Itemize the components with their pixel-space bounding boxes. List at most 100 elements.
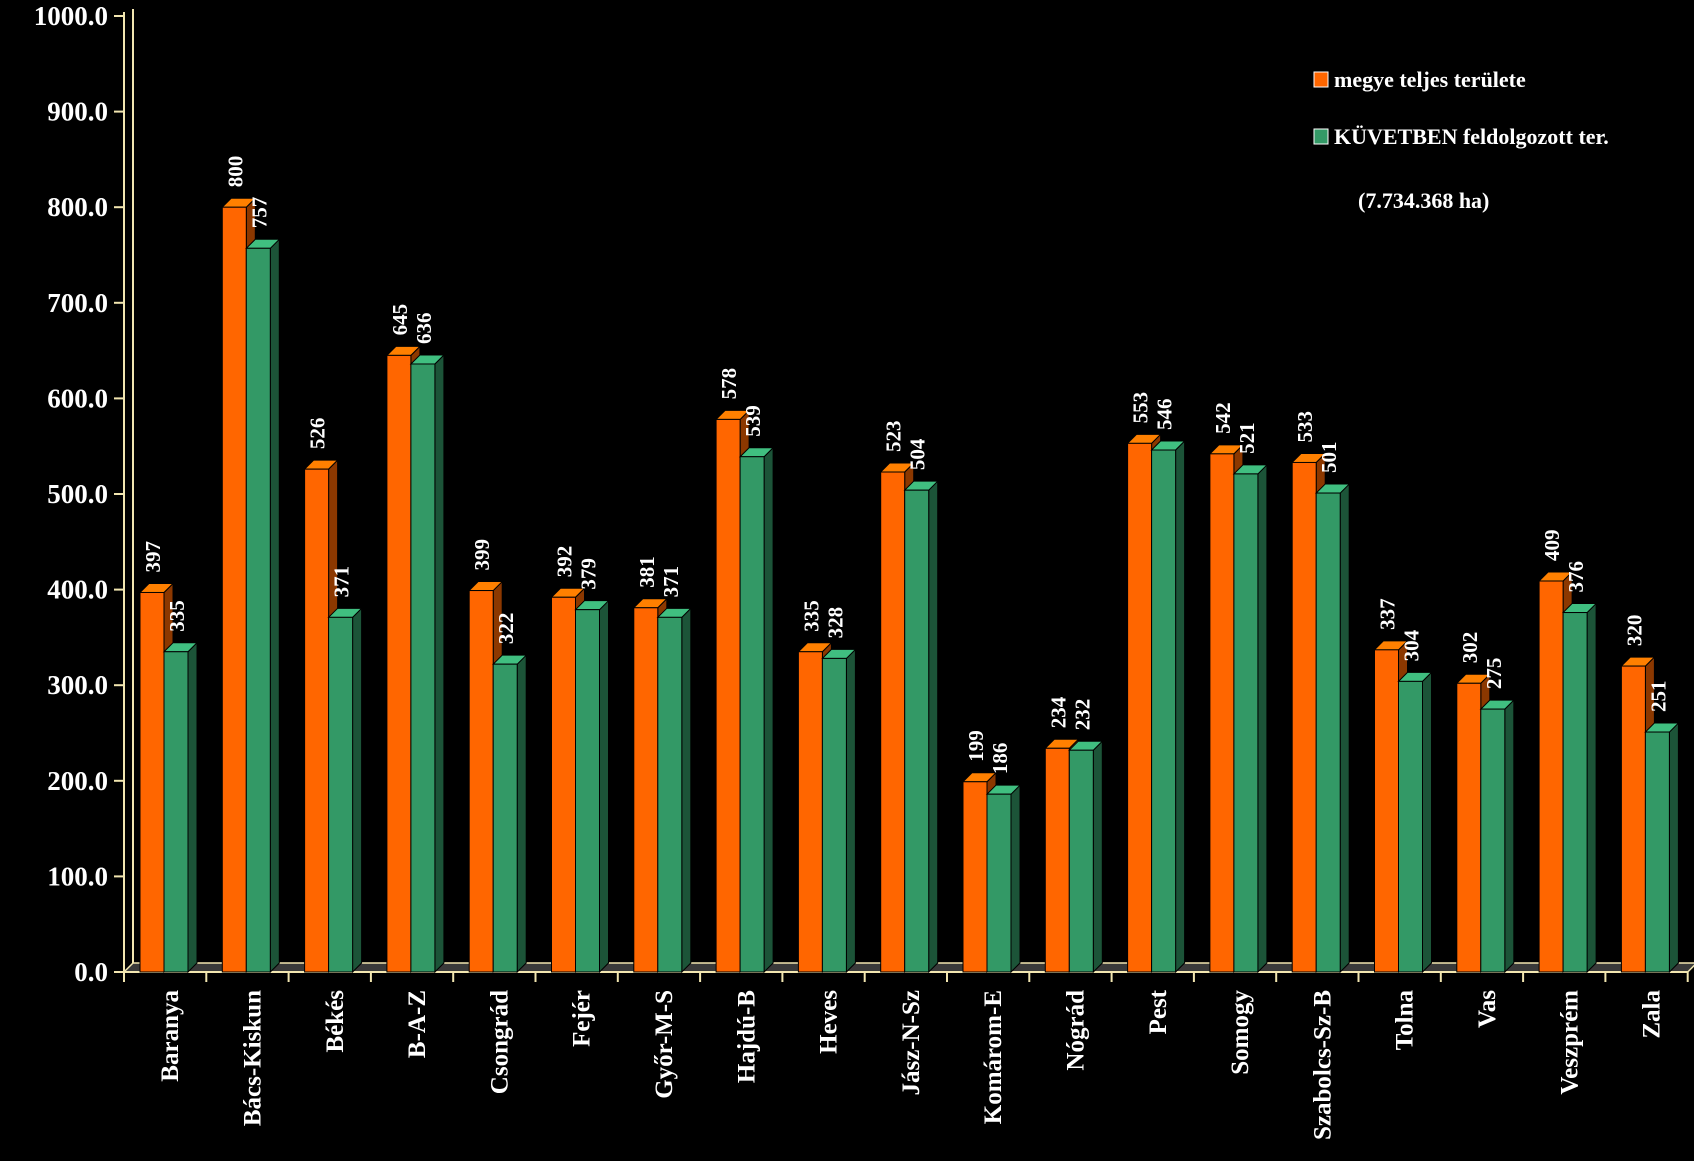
y-tick-label: 500.0 — [47, 479, 108, 509]
bar-front — [1044, 747, 1070, 973]
bar — [1561, 602, 1598, 974]
value-label: 328 — [823, 607, 847, 639]
bar-side — [352, 607, 363, 974]
bar-front — [821, 657, 847, 973]
bar — [491, 653, 528, 974]
y-tick-label: 800.0 — [47, 192, 108, 222]
y-tick-label: 900.0 — [47, 97, 108, 127]
x-tick-label: Jász-N-Sz — [898, 990, 925, 1096]
bar-front — [163, 651, 189, 973]
bar-front — [386, 354, 412, 973]
x-tick-label: Fejér — [569, 990, 596, 1047]
bar-front — [715, 418, 741, 973]
x-tick-label: Veszprém — [1556, 990, 1583, 1095]
value-label: 757 — [247, 197, 271, 229]
bar — [656, 607, 693, 974]
value-label: 275 — [1482, 658, 1506, 690]
bar-side — [763, 446, 774, 974]
bar — [985, 783, 1022, 974]
value-label: 636 — [412, 312, 436, 344]
value-label: 379 — [577, 558, 601, 590]
bar — [1479, 698, 1516, 974]
value-label: 376 — [1564, 561, 1588, 593]
value-label: 251 — [1646, 681, 1670, 713]
value-label: 234 — [1046, 696, 1070, 728]
legend-swatch-series-2 — [1313, 128, 1329, 145]
x-tick-label: Vas — [1474, 990, 1501, 1028]
bar — [327, 607, 363, 974]
bar-front — [575, 609, 600, 973]
x-tick-label: Csongrád — [486, 990, 513, 1094]
x-tick-label: Nógrád — [1062, 990, 1089, 1071]
value-label: 521 — [1235, 422, 1259, 454]
x-tick-label: Békés — [322, 990, 349, 1053]
y-tick-label: 200.0 — [47, 766, 108, 796]
bar-front — [551, 596, 576, 973]
y-tick-label: 300.0 — [47, 670, 108, 700]
value-label: 533 — [1293, 411, 1317, 443]
bar-front — [904, 489, 930, 973]
bar-front — [797, 651, 823, 973]
value-label: 645 — [388, 304, 412, 336]
bar-side — [1175, 439, 1186, 974]
y-tick-label: 400.0 — [47, 575, 108, 605]
bar-side — [1504, 698, 1515, 974]
bar-front — [1068, 749, 1094, 973]
bar-front — [1127, 442, 1153, 973]
bar-front — [1538, 580, 1564, 973]
value-label: 409 — [1540, 529, 1564, 561]
x-tick-label: Hajdú-B — [733, 990, 760, 1083]
value-label: 399 — [470, 539, 494, 571]
value-label: 199 — [964, 730, 988, 762]
x-tick-label: Győr-M-S — [651, 990, 678, 1099]
legend-note: (7.734.368 ha) — [1358, 188, 1489, 213]
bar — [738, 446, 775, 974]
value-label: 371 — [659, 566, 683, 598]
bar — [1644, 721, 1680, 974]
bar-side — [1339, 482, 1350, 974]
bar-side — [269, 238, 280, 974]
bar-side — [845, 648, 856, 974]
bar-front — [139, 591, 165, 973]
x-tick-label: Bács-Kiskun — [239, 990, 266, 1126]
bar-front — [1374, 649, 1399, 973]
bar-front — [245, 247, 271, 973]
x-tick-label: Komárom-E — [980, 990, 1007, 1124]
bar-front — [1315, 492, 1341, 973]
bar-front — [492, 663, 518, 973]
bar-front — [304, 468, 330, 973]
bar-front — [1233, 473, 1259, 973]
bar-side — [434, 353, 445, 974]
bar-front — [739, 456, 765, 973]
bar-front — [1480, 708, 1506, 973]
legend-swatch-series-1 — [1313, 71, 1329, 88]
value-label: 397 — [141, 541, 165, 573]
y-tick-label: 0.0 — [74, 957, 108, 987]
value-label: 320 — [1622, 615, 1646, 647]
value-label: 232 — [1070, 699, 1094, 731]
bar-side — [681, 607, 692, 974]
bar — [1397, 671, 1433, 974]
bar-side — [1257, 463, 1268, 974]
value-label: 578 — [717, 368, 741, 400]
bar-front — [1456, 682, 1482, 973]
bar — [821, 648, 857, 974]
y-tick-label: 1000.0 — [34, 1, 108, 31]
y-tick-label: 700.0 — [47, 288, 108, 318]
value-label: 501 — [1317, 442, 1341, 474]
bar-front — [468, 590, 494, 973]
x-tick-label: Pest — [1145, 989, 1172, 1034]
bar-side — [599, 599, 609, 974]
value-label: 542 — [1211, 402, 1235, 434]
bar-side — [187, 641, 198, 974]
value-label: 371 — [330, 566, 354, 598]
legend: megye teljes területe KÜVETBEN feldolgoz… — [1313, 67, 1609, 213]
bar-front — [633, 607, 659, 973]
bar-front — [1562, 612, 1588, 973]
bar — [409, 353, 446, 974]
value-label: 546 — [1153, 399, 1177, 431]
bar-side — [1010, 783, 1021, 974]
bars — [138, 196, 1680, 974]
bar-front — [1398, 680, 1423, 973]
